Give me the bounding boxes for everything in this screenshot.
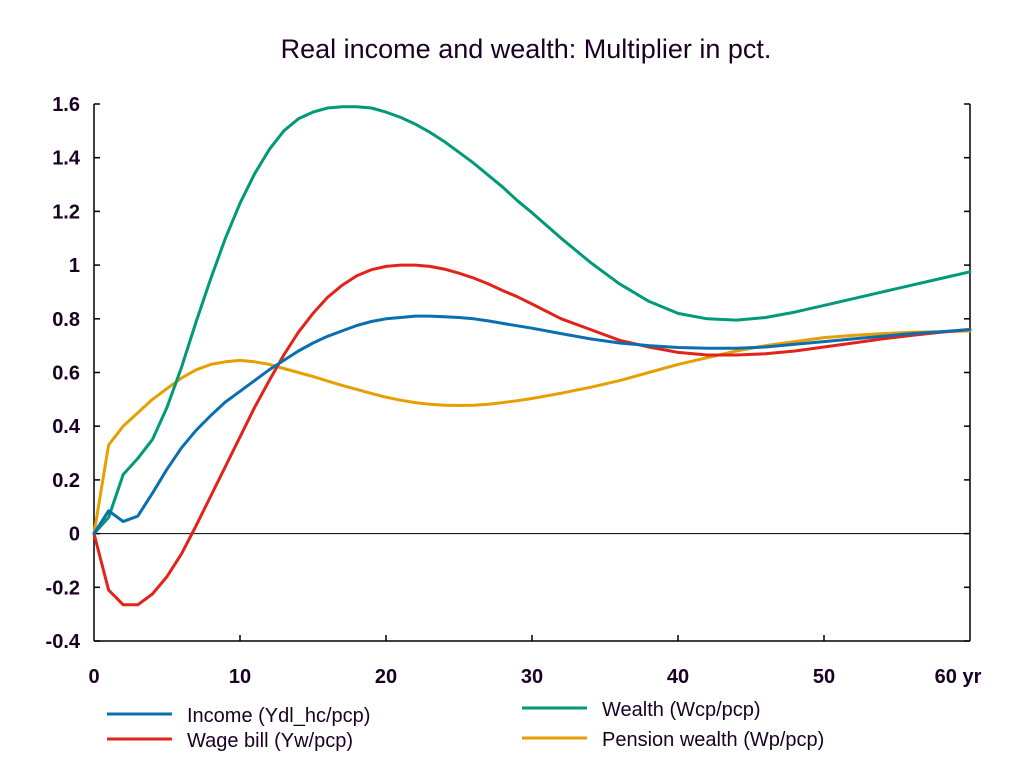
legend-item: Pension wealth (Wp/pcp) (522, 729, 824, 751)
series-line-pension (92, 329, 972, 536)
series-line-wage (92, 263, 972, 607)
y-tick-label: 0 (69, 524, 80, 546)
legend-item: Wage bill (Yw/pcp) (107, 730, 353, 752)
legend-item: Income (Ydl_hc/pcp) (107, 705, 370, 727)
y-tick-label: -0.4 (46, 631, 81, 653)
y-tick-label: 0.6 (52, 363, 80, 385)
x-tick-label: 20 (375, 666, 397, 688)
y-tick-label: 1.6 (52, 94, 80, 116)
x-tick-label: 50 (813, 666, 835, 688)
legend-item: Wealth (Wcp/pcp) (522, 699, 761, 721)
y-tick-label: 1.2 (52, 201, 80, 223)
y-tick-label: 0.2 (52, 470, 80, 492)
y-tick-label: 0.4 (52, 416, 81, 438)
legend-label: Pension wealth (Wp/pcp) (602, 729, 824, 751)
y-tick-label: 1 (69, 255, 80, 277)
series-line-wealth (92, 105, 972, 536)
chart-title: Real income and wealth: Multiplier in pc… (281, 34, 772, 64)
legend: Income (Ydl_hc/pcp) Wage bill (Yw/pcp) Wea… (107, 699, 824, 752)
x-tick-label: 0 (88, 666, 99, 688)
y-tick-label: 1.4 (52, 148, 81, 170)
legend-label: Income (Ydl_hc/pcp) (187, 705, 370, 727)
x-tick-label: 40 (667, 666, 689, 688)
series-line-income (92, 314, 972, 536)
x-tick-label: 10 (229, 666, 251, 688)
x-tick-label: 30 (521, 666, 543, 688)
plot-area: -0.4 -0.2 0 0.2 0.4 0.6 0.8 1 1.2 1.4 1.6 0 10 20 30 40… (46, 94, 982, 688)
legend-label: Wealth (Wcp/pcp) (602, 699, 761, 721)
y-tick-label: 0.8 (52, 309, 80, 331)
x-tick-label: 60 yr (935, 666, 982, 688)
legend-label: Wage bill (Yw/pcp) (187, 730, 353, 752)
y-tick-label: -0.2 (46, 577, 80, 599)
